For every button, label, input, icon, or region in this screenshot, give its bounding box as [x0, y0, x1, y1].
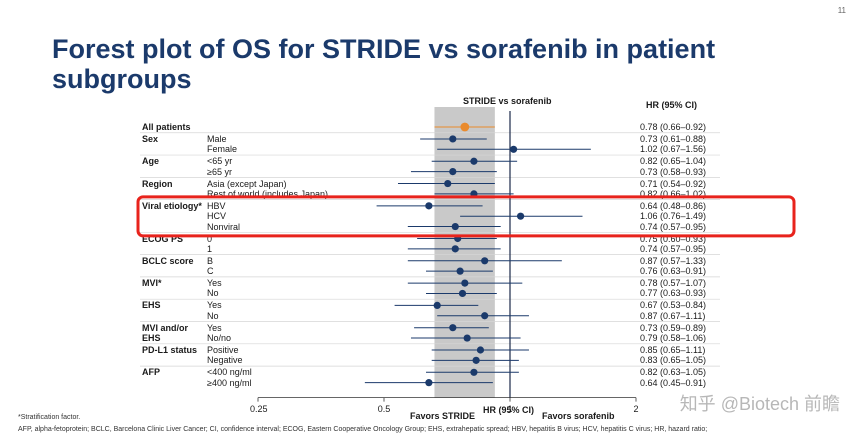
plot-header: STRIDE vs sorafenib [463, 96, 552, 106]
group-label: ECOG PS [142, 233, 184, 244]
group-label: Region [142, 178, 173, 189]
subgroup-label: C [207, 266, 214, 277]
hr-value: 0.87 (0.67–1.11) [640, 310, 706, 321]
hr-point [509, 145, 518, 153]
subgroup-label: Yes [207, 278, 222, 289]
hr-value: 0.73 (0.61–0.88) [640, 133, 707, 144]
subgroup-label: Asia (except Japan) [207, 178, 287, 189]
hr-point [481, 312, 489, 320]
hr-point [460, 122, 470, 132]
hr-value: 0.87 (0.57–1.33) [640, 255, 707, 266]
hr-value: 0.75 (0.60–0.93) [640, 233, 707, 244]
group-label: Sex [142, 133, 159, 144]
hr-point [456, 267, 464, 275]
hr-value: 0.82 (0.63–1.05) [640, 367, 707, 378]
overall-ci-band [434, 107, 495, 398]
hr-point [449, 168, 457, 176]
hr-point [425, 202, 433, 210]
hr-value: 0.78 (0.66–0.92) [640, 122, 707, 132]
x-tick-label: 2 [633, 403, 639, 414]
x-axis-label: HR (95% CI) [483, 405, 535, 415]
subgroup-label: HBV [207, 200, 226, 211]
hr-point [449, 135, 457, 143]
hr-value: 0.82 (0.65–1.04) [640, 156, 707, 167]
hr-value: 0.73 (0.59–0.89) [640, 322, 707, 333]
hr-value: 0.77 (0.63–0.93) [640, 288, 707, 299]
favors-stride-label: Favors STRIDE [410, 411, 476, 421]
hr-point [481, 257, 489, 265]
group-label: Viral etiology* [142, 200, 202, 211]
subgroup-label: ≥65 yr [207, 166, 232, 177]
hr-point [454, 234, 462, 243]
x-tick-label: 0.5 [377, 403, 391, 414]
hr-point [470, 368, 478, 376]
hr-point [470, 190, 478, 198]
slide-title: Forest plot of OS for STRIDE vs sorafeni… [52, 34, 716, 94]
hr-value: 0.64 (0.45–0.91) [640, 377, 707, 388]
subgroup-label: Yes [207, 322, 222, 333]
watermark: 知乎 @Biotech 前瞻 [679, 394, 840, 414]
favors-sorafenib-label: Favors sorafenib [542, 411, 615, 421]
hr-column-header: HR (95% CI) [646, 100, 698, 110]
subgroup-label: Nonviral [207, 221, 241, 232]
hr-point [458, 289, 467, 298]
group-label: All patients [142, 122, 191, 132]
slide-number: 11 [837, 6, 846, 15]
hr-point [463, 334, 471, 342]
hr-point [476, 346, 485, 354]
hr-point [451, 245, 459, 253]
footnote-stratification: *Stratification factor. [18, 414, 81, 421]
subgroup-label: <400 ng/ml [207, 367, 252, 378]
group-label: MVI* [142, 278, 162, 289]
hr-value: 0.79 (0.58–1.06) [640, 333, 707, 344]
subgroup-label: Female [207, 144, 238, 155]
subgroup-label: B [207, 255, 214, 266]
group-label: AFP [142, 367, 160, 378]
hr-point [449, 324, 457, 332]
hr-point [444, 179, 452, 188]
group-label: MVI and/or EHS [142, 322, 189, 343]
hr-value: 1.06 (0.76–1.49) [640, 211, 707, 222]
subgroup-label: No/no [207, 333, 232, 344]
hr-value: 0.71 (0.54–0.92) [640, 178, 707, 189]
subgroup-label: 0 [207, 233, 213, 244]
hr-value: 0.78 (0.57–1.07) [640, 278, 707, 289]
hr-value: 0.82 (0.66–1.02) [640, 188, 707, 199]
subgroup-label: No [207, 310, 219, 321]
footnote-abbreviations: AFP, alpha-fetoprotein; BCLC, Barcelona … [18, 426, 708, 433]
x-tick-label: 1 [507, 403, 513, 414]
subgroup-label: Positive [207, 345, 239, 355]
subgroup-label: Yes [207, 300, 222, 311]
subgroup-label: Rest of world (includes Japan) [207, 188, 329, 199]
hr-value: 0.64 (0.48–0.86) [640, 200, 707, 211]
x-tick-label: 0.25 [250, 403, 268, 414]
hr-point [472, 356, 480, 364]
hr-point [451, 222, 459, 231]
hr-value: 0.67 (0.53–0.84) [640, 300, 707, 311]
subgroup-label: HCV [207, 211, 227, 222]
hr-point [425, 379, 433, 387]
hr-point [433, 301, 441, 309]
subgroup-label: ≥400 ng/ml [207, 377, 252, 388]
subgroup-label: <65 yr [207, 156, 233, 167]
subgroup-label: Male [207, 133, 227, 144]
hr-point [461, 279, 469, 287]
group-label: PD-L1 status [142, 345, 198, 355]
hr-value: 0.85 (0.65–1.11) [640, 345, 706, 355]
subgroup-label: 1 [207, 243, 213, 254]
hr-point [516, 212, 525, 220]
hr-value: 0.73 (0.58–0.93) [640, 166, 707, 177]
hr-value: 0.74 (0.57–0.95) [640, 221, 707, 232]
group-label: BCLC score [142, 255, 194, 266]
group-label: Age [142, 156, 160, 167]
hr-point [470, 157, 478, 165]
subgroup-label: Negative [207, 355, 243, 366]
hr-value: 0.74 (0.57–0.95) [640, 243, 707, 254]
hr-value: 0.83 (0.65–1.05) [640, 355, 707, 366]
subgroup-label: No [207, 288, 219, 299]
hr-value: 0.76 (0.63–0.91) [640, 266, 707, 277]
group-label: EHS [142, 300, 161, 311]
hr-value: 1.02 (0.67–1.56) [640, 144, 707, 155]
